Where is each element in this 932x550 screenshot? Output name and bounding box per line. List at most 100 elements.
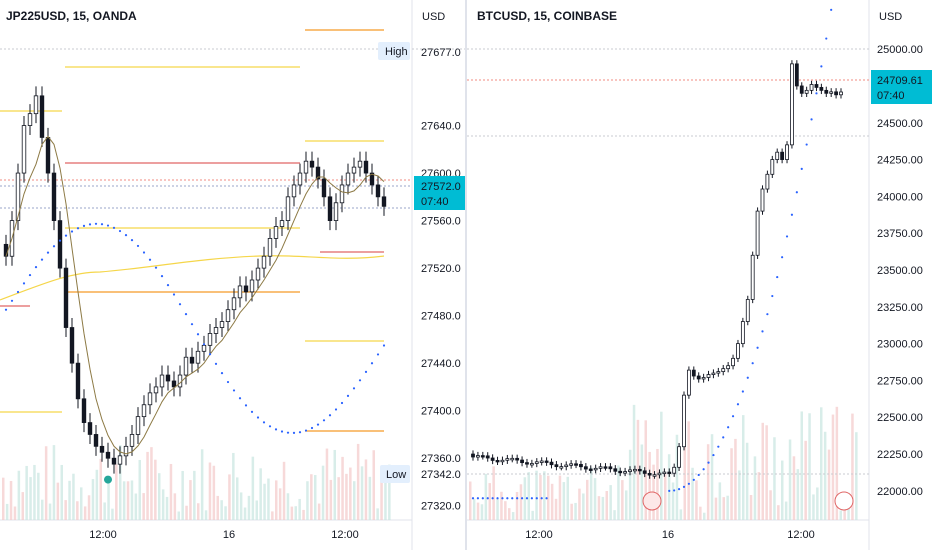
btc-volume-bar (726, 495, 729, 520)
btc-candle (667, 471, 672, 474)
btc-candle (569, 463, 574, 466)
jp225-candle (57, 220, 63, 269)
jp225-countdown: 07:40 (421, 196, 449, 208)
btc-indicator-dot (766, 313, 769, 316)
btc-volume-bar (593, 478, 597, 520)
btc-volume-bar (792, 456, 796, 520)
jp225-indicator-dot (358, 379, 362, 382)
btc-indicator-dot (486, 497, 489, 500)
jp225-candle (105, 451, 111, 459)
jp225-candle (21, 125, 27, 174)
btc-volume-bar (582, 493, 585, 520)
jp225-volume-bar (337, 477, 340, 520)
jp225-volume-bar (107, 480, 110, 520)
btc-volume-bar (851, 413, 854, 520)
btc-candle (608, 466, 613, 470)
jp225-volume-bar (134, 493, 138, 520)
btc-volume-bar (664, 473, 667, 520)
jp225-volume-bar (388, 464, 391, 520)
jp225-indicator-dot (376, 353, 380, 356)
jp225-indicator-dot (100, 223, 104, 226)
jp225-volume-bar (161, 489, 165, 520)
jp225-indicator-dot (238, 397, 242, 400)
btc-candle (804, 89, 809, 94)
btc-y-tick: 22500.00 (877, 412, 923, 424)
btc-indicator-dot (810, 118, 813, 121)
btc-volume-bar (784, 501, 788, 520)
btc-indicator-dot (830, 8, 833, 11)
jp225-chart-pane[interactable]: JP225USD, 15, OANDA USD 27640.0 27600.0 27… (0, 0, 465, 550)
btc-volume-bar (515, 491, 519, 520)
btc-volume-bar (761, 422, 764, 520)
jp225-candle (117, 455, 123, 465)
btc-volume-bar (508, 508, 511, 520)
btc-volume-bar (660, 411, 663, 520)
jp225-y-tick: 27520.0 (421, 263, 461, 275)
btc-volume-bar (687, 421, 690, 520)
jp225-y-tick: 27480.0 (421, 311, 461, 323)
jp225-volume-bar (193, 470, 196, 520)
btc-volume-bar (656, 448, 659, 520)
btc-chart[interactable]: BTCUSD, 15, COINBASE USD 25000.00 24500.0… (467, 0, 932, 550)
btc-candle (686, 369, 691, 396)
btc-volume-bar (823, 431, 827, 520)
btc-candle (780, 151, 785, 160)
jp225-volume-bar (239, 492, 243, 520)
btc-volume-bar (804, 440, 807, 520)
btc-candle (505, 458, 510, 461)
btc-volume-bar (586, 479, 589, 520)
jp225-volume-bar (37, 472, 40, 520)
jp225-volume-bar (154, 459, 157, 520)
jp225-last-price: 27572.0 (421, 181, 461, 193)
btc-volume-bar (800, 411, 803, 520)
pane-divider[interactable] (465, 0, 467, 550)
jp225-candle (159, 374, 165, 388)
jp225-volume-bar (345, 473, 348, 520)
jp225-volume-bar (17, 470, 21, 520)
jp225-indicator-dot (190, 323, 194, 326)
jp225-volume-bar (165, 496, 169, 520)
jp225-indicator-dot (106, 224, 110, 227)
btc-volume-bar (488, 483, 491, 520)
btc-candle (471, 453, 475, 458)
jp225-indicator-dot (328, 414, 332, 417)
jp225-indicator-dot (148, 258, 152, 261)
jp225-candle (255, 267, 261, 281)
btc-candle (662, 471, 667, 474)
jp225-candle (63, 267, 69, 328)
jp225-volume-bar (333, 449, 336, 520)
jp225-volume-bar (278, 488, 282, 520)
jp225-candle (69, 327, 75, 364)
btc-indicator-dot (677, 487, 681, 491)
jp225-indicator-dot (250, 410, 254, 413)
btc-volume-bar (722, 497, 725, 520)
jp225-chart[interactable]: JP225USD, 15, OANDA USD 27640.027600.027… (0, 0, 465, 550)
btc-y-tick: 23750.00 (877, 228, 923, 240)
jp225-last-price-badge (414, 176, 465, 210)
btc-candle (647, 472, 652, 476)
btc-volume-bar (710, 434, 714, 520)
btc-countdown: 07:40 (877, 90, 905, 102)
jp225-low-value: 27342.0 (421, 469, 461, 481)
jp225-volume-bar (247, 495, 251, 520)
btc-chart-pane[interactable]: BTCUSD, 15, COINBASE USD 25000.00 24500.0… (467, 0, 932, 550)
btc-candle (829, 91, 834, 94)
btc-volume-bar (648, 451, 651, 520)
jp225-volume-bar (356, 443, 360, 520)
jp225-candle (183, 356, 189, 376)
jp225-candle (267, 238, 273, 257)
btc-volume-bar (781, 460, 784, 520)
jp225-candle (213, 327, 219, 334)
jp225-volume-bar (142, 493, 145, 520)
btc-candle (760, 188, 765, 212)
jp225-indicator-dot (268, 425, 272, 428)
jp225-candle (51, 172, 57, 221)
jp225-candle (189, 356, 195, 364)
btc-volume-bar (788, 439, 792, 520)
jp225-indicator-dot (274, 428, 278, 431)
btc-indicator-dot (776, 275, 779, 279)
jp225-volume-bar (259, 468, 262, 520)
jp225-volume-bar (2, 477, 5, 520)
jp225-indicator-dot (142, 251, 146, 254)
jp225-candle (297, 172, 303, 186)
